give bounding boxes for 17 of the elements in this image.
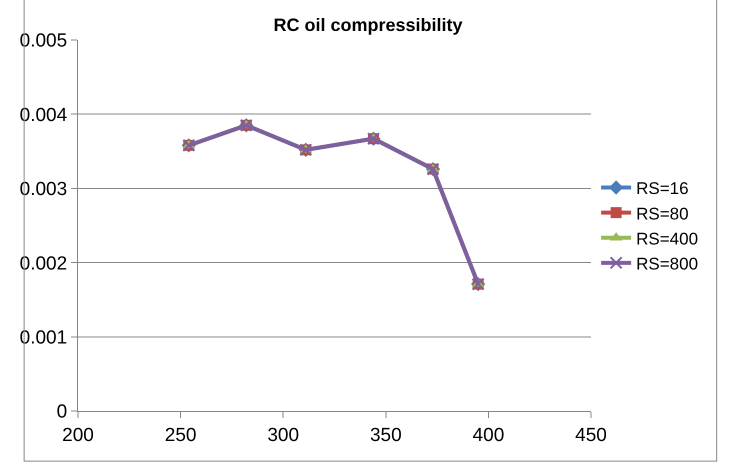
legend-label: RS=16 xyxy=(636,179,689,198)
x-tick-label: 300 xyxy=(267,424,300,446)
y-tick-label: 0.005 xyxy=(20,30,68,52)
y-tick-label: 0.004 xyxy=(20,104,68,126)
x-tick-label: 450 xyxy=(575,424,607,446)
x-tick-label: 400 xyxy=(472,424,504,446)
y-tick-label: 0.002 xyxy=(20,253,68,274)
legend-label: RS=400 xyxy=(636,229,698,248)
legend-label: RS=80 xyxy=(636,204,689,224)
x-tick-label: 350 xyxy=(370,424,402,446)
y-tick-label: 0 xyxy=(56,402,68,423)
x-tick-label: 200 xyxy=(62,424,94,446)
legend-label: RS=800 xyxy=(636,254,698,274)
y-tick-label: 0.001 xyxy=(20,327,68,348)
x-tick-label: 250 xyxy=(164,424,196,446)
chart-title: RC oil compressibility xyxy=(273,15,463,36)
y-tick-label: 0.003 xyxy=(20,179,68,200)
